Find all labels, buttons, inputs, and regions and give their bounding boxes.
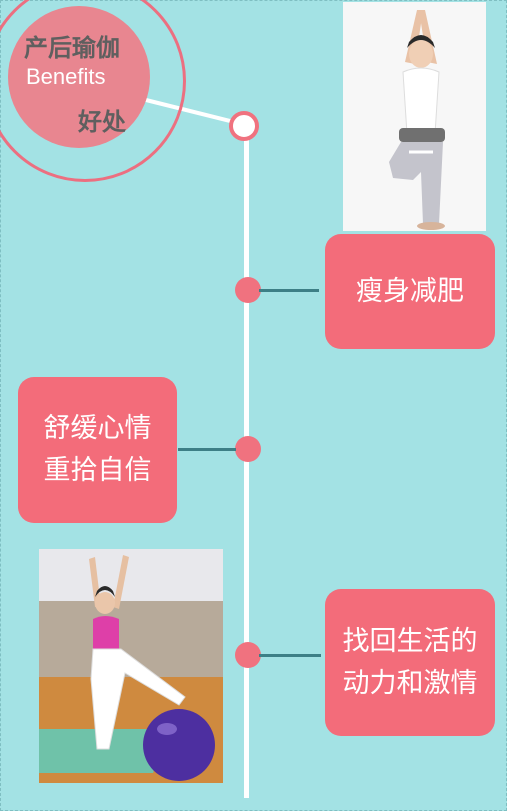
yoga-tree-pose-photo xyxy=(343,2,486,231)
timeline-line xyxy=(244,128,249,798)
benefit-1-line-1: 瘦身减肥 xyxy=(356,275,464,307)
benefit-card-3: 找回生活的 动力和激情 xyxy=(325,589,495,736)
title-line-2: Benefits xyxy=(26,64,106,89)
benefit-card-2: 舒缓心情 重拾自信 xyxy=(18,377,177,523)
timeline-dot-2 xyxy=(235,436,261,462)
title-line-3: 好处 xyxy=(78,108,126,136)
benefit-3-line-1: 找回生活的 xyxy=(342,625,478,657)
connector-3 xyxy=(259,654,321,657)
connector-2 xyxy=(178,448,236,451)
connector-1 xyxy=(259,289,319,292)
title-ring xyxy=(0,0,186,182)
benefit-3-line-2: 动力和激情 xyxy=(342,667,478,699)
title-disc xyxy=(8,6,150,148)
timeline-start-node xyxy=(229,111,259,141)
benefit-card-1: 瘦身减肥 xyxy=(325,234,495,349)
timeline-dot-1 xyxy=(235,277,261,303)
yoga-ball-pose-photo xyxy=(39,549,223,783)
benefit-2-line-2: 重拾自信 xyxy=(43,455,152,486)
title-line-1: 产后瑜伽 xyxy=(24,34,120,62)
timeline-dot-3 xyxy=(235,642,261,668)
benefit-2-line-1: 舒缓心情 xyxy=(43,413,152,444)
